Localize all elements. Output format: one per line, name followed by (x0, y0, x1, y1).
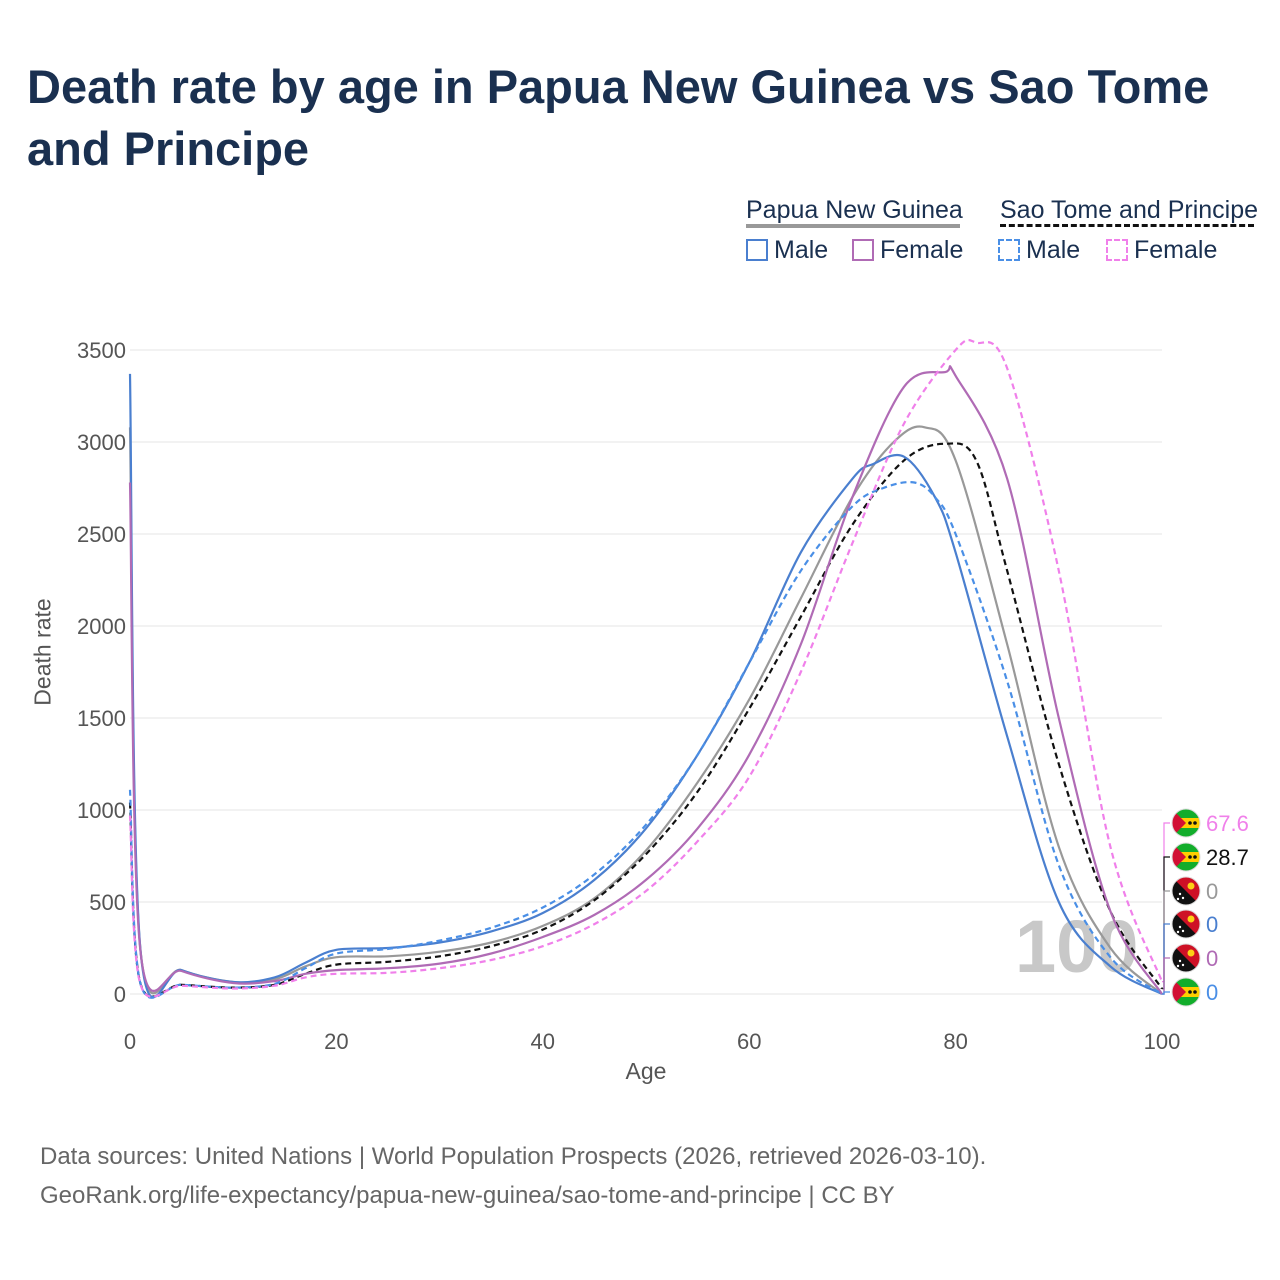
legend-item-stp-female[interactable]: Female (1106, 236, 1217, 265)
legend-label-stp-female: Female (1134, 236, 1218, 264)
end-labels: 67.6 28.7 0 0 0 0 (1171, 808, 1249, 1007)
legend-item-png-female[interactable]: Female (852, 236, 963, 265)
x-tick-label-100: 100 (1144, 1029, 1181, 1054)
series-lines (128, 338, 1164, 999)
end-label-connectors (1162, 822, 1170, 995)
end-connector (1162, 856, 1170, 990)
legend-group-papua-new-guinea[interactable]: Papua New Guinea (746, 196, 963, 224)
y-axis-ticks: 0 500 1000 1500 2000 2500 3000 3500 (77, 338, 126, 1007)
papua-new-guinea-flag-icon (1171, 909, 1201, 939)
papua-new-guinea-flag-icon (1171, 943, 1201, 973)
source-line-1[interactable]: Data sources: United Nations | World Pop… (40, 1143, 987, 1170)
source-line-2[interactable]: GeoRank.org/life-expectancy/papua-new-gu… (40, 1182, 895, 1209)
year-watermark: 100 (1015, 905, 1138, 988)
x-axis-label: Age (625, 1058, 667, 1084)
legend-swatch-stp-female (1106, 239, 1128, 261)
x-axis-ticks: 0 20 40 60 80 100 (124, 1029, 1180, 1054)
series-line-sao-tome-and-principe-female[interactable] (128, 338, 1164, 998)
end-label-sao-tome-and-principe-male: 0 (1206, 980, 1218, 1005)
end-label-papua-new-guinea-male: 0 (1206, 912, 1218, 937)
x-tick-label-40: 40 (531, 1029, 555, 1054)
y-tick-label-2000: 2000 (77, 614, 126, 639)
legend-line-solid (746, 224, 960, 228)
y-tick-label-1000: 1000 (77, 798, 126, 823)
source-note: Data sources: United Nations | World Pop… (40, 1137, 986, 1215)
y-tick-label-3000: 3000 (77, 430, 126, 455)
gridlines (130, 349, 1162, 995)
y-tick-label-2500: 2500 (77, 522, 126, 547)
legend-label-png-male: Male (774, 236, 829, 264)
y-tick-label-500: 500 (89, 890, 126, 915)
legend-item-stp-male[interactable]: Male (998, 236, 1080, 265)
series-line-sao-tome-and-principe-male[interactable] (128, 481, 1163, 999)
end-label-papua-new-guinea-total: 0 (1206, 879, 1218, 904)
legend-group-sao-tome-and-principe[interactable]: Sao Tome and Principe (1000, 196, 1259, 224)
legend-swatch-stp-male (998, 239, 1020, 261)
end-label-sao-tome-and-principe-female: 67.6 (1206, 811, 1249, 836)
end-label-papua-new-guinea-female: 0 (1206, 946, 1218, 971)
sao-tome-and-principe-flag-icon (1171, 808, 1201, 838)
legend-swatch-png-female (852, 239, 874, 261)
sao-tome-and-principe-flag-icon (1171, 977, 1201, 1007)
series-line-papua-new-guinea-male[interactable] (128, 373, 1163, 999)
chart-title: Death rate by age in Papua New Guinea vs… (27, 60, 1210, 175)
x-tick-label-60: 60 (737, 1029, 761, 1054)
x-tick-label-80: 80 (943, 1029, 967, 1054)
y-tick-label-1500: 1500 (77, 706, 126, 731)
end-connector (1162, 991, 1170, 995)
end-connector (1162, 890, 1170, 995)
legend-line-dashed (1000, 224, 1254, 227)
x-tick-label-0: 0 (124, 1029, 136, 1054)
y-tick-label-0: 0 (114, 982, 126, 1007)
series-line-sao-tome-and-principe-total[interactable] (128, 442, 1163, 998)
legend-label-stp-male: Male (1026, 236, 1081, 264)
end-connector (1162, 923, 1170, 995)
end-label-sao-tome-and-principe-total: 28.7 (1206, 845, 1249, 870)
legend-label-png-female: Female (880, 236, 964, 264)
x-tick-label-20: 20 (324, 1029, 348, 1054)
series-line-papua-new-guinea-female[interactable] (128, 365, 1163, 995)
series-line-papua-new-guinea-total[interactable] (128, 425, 1163, 995)
sao-tome-and-principe-flag-icon (1171, 842, 1201, 872)
papua-new-guinea-flag-icon (1171, 876, 1201, 906)
y-axis-label: Death rate (29, 598, 56, 706)
legend-swatch-png-male (746, 239, 768, 261)
legend-item-png-male[interactable]: Male (746, 236, 828, 265)
y-tick-label-3500: 3500 (77, 338, 126, 363)
